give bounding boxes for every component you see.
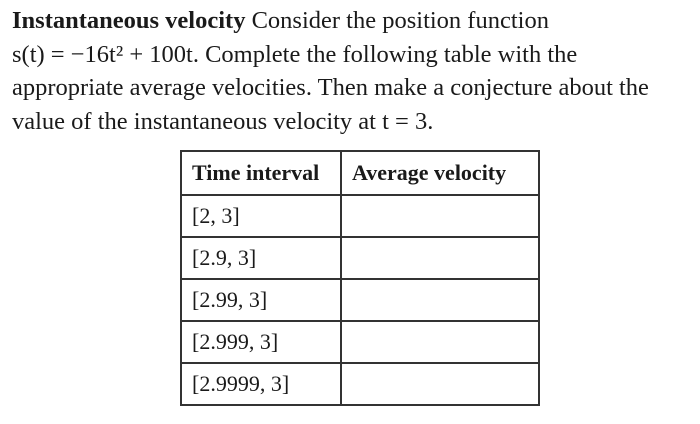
table-row: [2.99, 3] (180, 278, 540, 322)
time-interval: [2.9, 3] (180, 236, 342, 280)
table-row: [2.9, 3] (180, 236, 540, 280)
text-line-part: Consider the position function (251, 7, 549, 34)
velocity-table: Time interval Average velocity [2, 3] [2.9… (180, 150, 540, 406)
heading: Instantaneous velocity (12, 7, 246, 34)
column-header: Time interval (180, 150, 342, 196)
empty-cell (340, 278, 540, 322)
table-row: [2.9999, 3] (180, 362, 540, 406)
column-header: Average velocity (340, 150, 540, 196)
time-interval: [2.999, 3] (180, 320, 342, 364)
header-row: Time interval Average velocity (180, 150, 540, 196)
table-row: [2, 3] (180, 194, 540, 238)
time-interval: [2, 3] (180, 194, 342, 238)
text-line: value of the instantaneous velocity at t… (12, 107, 434, 135)
time-interval: [2.99, 3] (180, 278, 342, 322)
text-line: Instantaneous velocity Consider the posi… (12, 4, 692, 38)
table-body: [2, 3] [2.9, 3] [2.99, 3] [2.999, 3] [2.9999… (180, 194, 540, 406)
empty-cell (340, 236, 540, 280)
text-line: s(t) = −16t² + 100t. Complete the follow… (12, 40, 578, 68)
empty-cell (340, 194, 540, 238)
table-row: [2.999, 3] (180, 320, 540, 364)
problem-text: Instantaneous velocity Consider the posi… (12, 4, 692, 138)
empty-cell (340, 320, 540, 364)
time-interval: [2.9999, 3] (180, 362, 342, 406)
text-line: appropriate average velocities. Then mak… (12, 74, 649, 101)
empty-cell (340, 362, 540, 406)
